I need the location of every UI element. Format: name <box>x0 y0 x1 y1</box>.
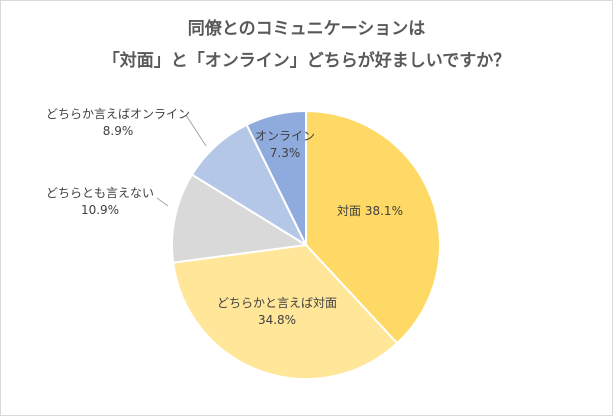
slice-value-2: 34.8% <box>258 313 296 327</box>
chart-title-line-2: 「対面」と「オンライン」どちらが好ましいですか？ <box>102 51 511 71</box>
slice-label-3: どちらとも言えない <box>46 186 154 200</box>
slice-value-5: 7.3% <box>270 146 301 160</box>
pie-slice-3 <box>171 173 309 264</box>
pie-slice-2 <box>172 243 399 380</box>
slice-value-4: 8.9% <box>103 124 134 138</box>
leader-line-3 <box>156 197 169 207</box>
slice-label-4: どちらか言えばオンライン <box>46 107 190 121</box>
slice-value-3: 10.9% <box>81 203 119 217</box>
slice-label-1: 対面 38.1% <box>337 204 403 218</box>
pie-slice-1 <box>305 109 441 345</box>
pie-slice-5 <box>245 109 307 246</box>
slice-label-2: どちらかと言えば対面 <box>217 296 337 310</box>
leader-line-4 <box>185 114 207 147</box>
chart-title-line-1: 同僚とのコミュニケーションは <box>187 19 426 39</box>
slice-label-5: オンライン <box>255 129 315 143</box>
